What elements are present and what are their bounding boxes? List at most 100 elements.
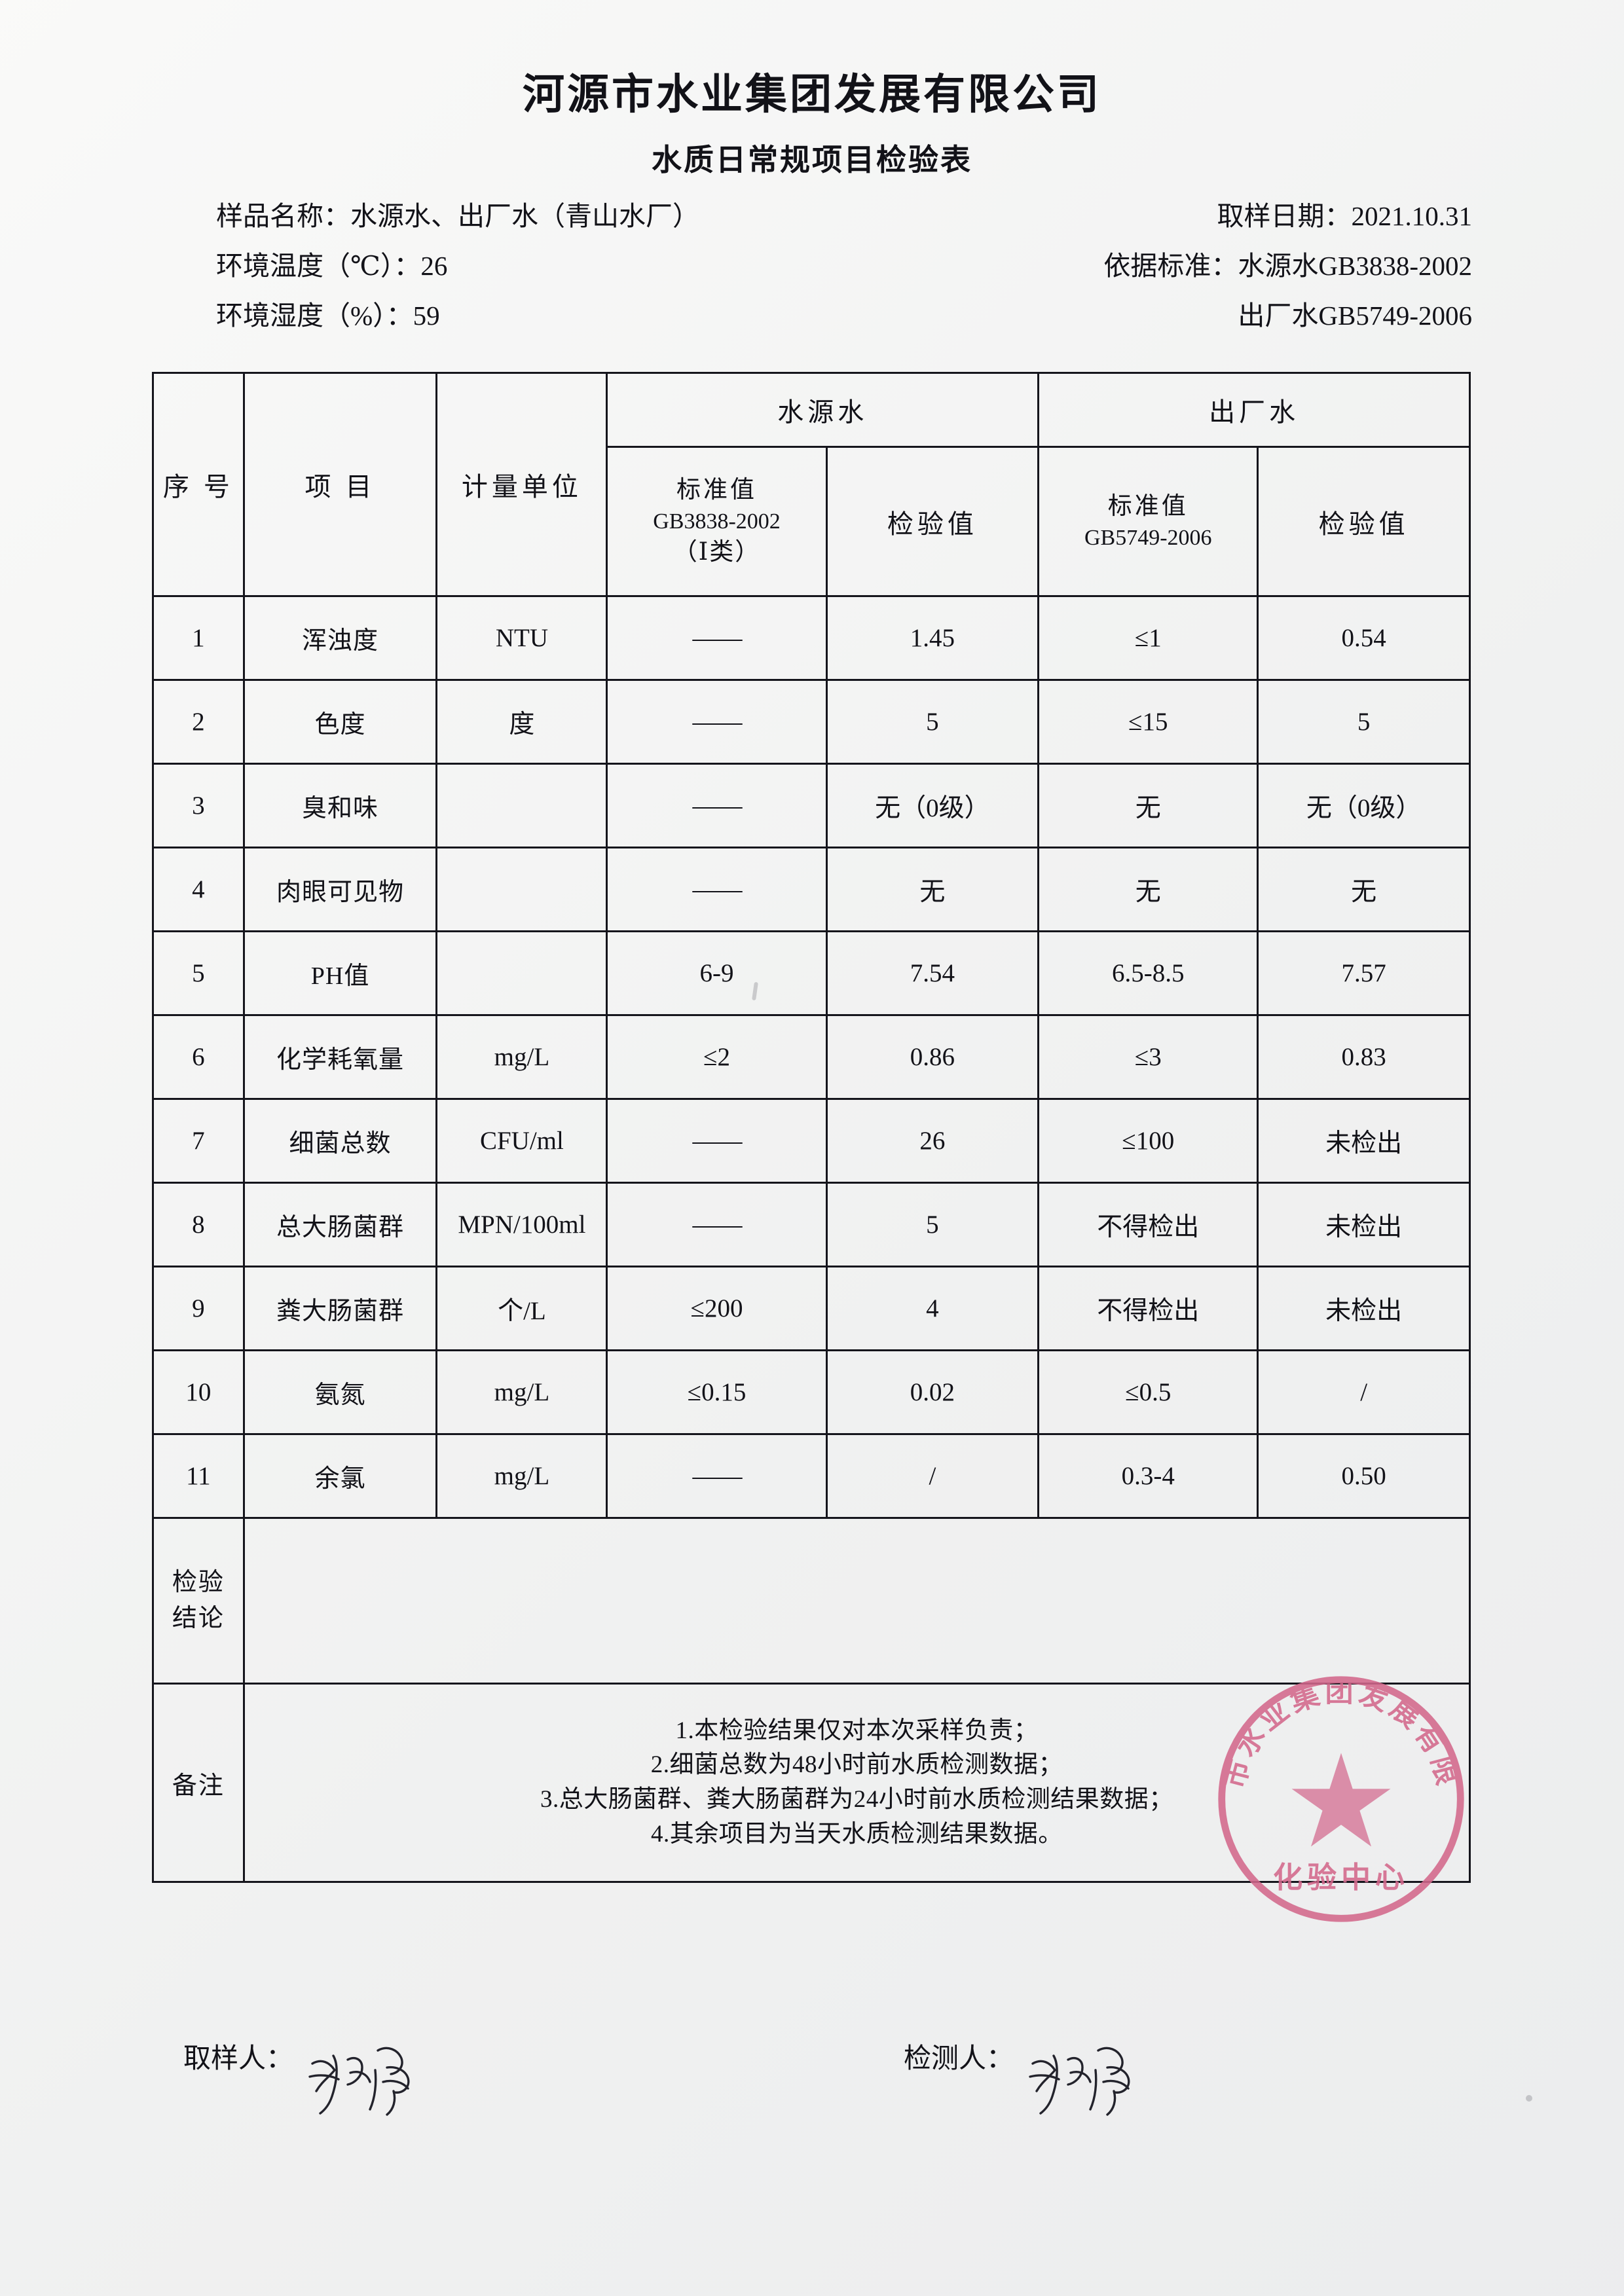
row-value-finished: 未检出 bbox=[1257, 1098, 1471, 1184]
row-unit: 度 bbox=[435, 679, 608, 765]
meta-row-temperature: 环境温度（℃）：26 依据标准：水源水GB3838-2002 bbox=[216, 253, 1472, 302]
water-quality-table: 序 号 项 目 计量单位 水源水 出厂水 标准值 GB3838-2002 （Ⅰ类… bbox=[152, 372, 1471, 1883]
row-unit: CFU/ml bbox=[435, 1098, 608, 1184]
row-unit bbox=[435, 847, 608, 932]
std-source-line1: 标准值 bbox=[676, 476, 757, 503]
tester-label: 检测人： bbox=[904, 2044, 1014, 2074]
row-item: 氨氮 bbox=[242, 1349, 438, 1435]
meta-row-humidity: 环境湿度（%）：59 出厂水GB5749-2006 bbox=[216, 302, 1472, 352]
row-item: 余氯 bbox=[242, 1433, 438, 1519]
row-std-source: —— bbox=[606, 763, 828, 848]
row-item: 细菌总数 bbox=[242, 1098, 438, 1184]
row-std-source: —— bbox=[606, 679, 828, 765]
table-row: 10 氨氮 mg/L ≤0.15 0.02 ≤0.5/ bbox=[152, 1349, 1471, 1435]
meta-header: 样品名称：水源水、出厂水（青山水厂） 取样日期：2021.10.31 环境温度（… bbox=[216, 203, 1472, 352]
signature-footer: 取样人： bbox=[183, 2036, 1467, 2167]
row-std-source: —— bbox=[606, 595, 828, 681]
row-item: 化学耗氧量 bbox=[242, 1014, 438, 1100]
row-no: 10 bbox=[152, 1349, 245, 1435]
table-body: 1 浑浊度 NTU —— 1.45 ≤1 0.54 2 色度度 —— 5 ≤15 5 3 臭和味 —— 无（0级… bbox=[152, 595, 1471, 1519]
title-block: 河源市水业集团发展有限公司 水质日常规项目检验表 bbox=[0, 71, 1624, 179]
table-row: 5 PH值 6-9 7.54 6.5-8.5 7.57 bbox=[152, 930, 1471, 1016]
standard-label-source: 依据标准：水源水GB3838-2002 bbox=[1103, 251, 1472, 281]
row-value-finished: 5 bbox=[1257, 679, 1471, 765]
row-value-source: / bbox=[825, 1433, 1040, 1519]
std-finished-line2: GB5749-2006 bbox=[1084, 525, 1212, 550]
col-header-no: 序 号 bbox=[152, 372, 245, 597]
row-value-source: 1.45 bbox=[825, 595, 1040, 681]
row-unit: NTU bbox=[435, 595, 608, 681]
row-value-finished: 0.83 bbox=[1257, 1014, 1471, 1100]
sampler-signature bbox=[304, 2036, 455, 2121]
conclusion-label-line1: 检验 bbox=[172, 1568, 225, 1596]
row-no: 6 bbox=[152, 1014, 245, 1100]
row-std-source: —— bbox=[606, 1098, 828, 1184]
conclusion-value bbox=[242, 1517, 1471, 1685]
row-std-finished: 无 bbox=[1037, 847, 1259, 932]
row-no: 2 bbox=[152, 679, 245, 765]
tester-block: 检测人： bbox=[904, 2036, 1175, 2121]
row-std-finished: ≤3 bbox=[1037, 1014, 1259, 1100]
notes-body: 1.本检验结果仅对本次采样负责； 2.细菌总数为48小时前水质检测数据； 3.总大肠… bbox=[242, 1683, 1471, 1883]
sample-name-label: 样品名称：水源水、出厂水（青山水厂） bbox=[216, 201, 699, 231]
row-value-finished: 未检出 bbox=[1257, 1266, 1471, 1351]
col-header-std-source: 标准值 GB3838-2002 （Ⅰ类） bbox=[606, 446, 828, 597]
temperature-label: 环境温度（℃）：26 bbox=[216, 251, 448, 281]
group-header-source-water: 水源水 bbox=[606, 372, 1040, 448]
row-value-finished: 0.50 bbox=[1257, 1433, 1471, 1519]
col-header-std-finished: 标准值 GB5749-2006 bbox=[1037, 446, 1259, 597]
std-source-line3: （Ⅰ类） bbox=[673, 539, 761, 566]
table-row: 9 粪大肠菌群 个/L ≤200 4 不得检出 未检出 bbox=[152, 1266, 1471, 1351]
row-value-finished: 0.54 bbox=[1257, 595, 1471, 681]
table-footer: 检验 结论 备注 1.本检验结果仅对本次采样负责； 2.细菌总数为48小时前水质检… bbox=[152, 1517, 1471, 1883]
row-std-finished: 6.5-8.5 bbox=[1037, 930, 1259, 1016]
row-value-finished: 7.57 bbox=[1257, 930, 1471, 1016]
row-value-source: 7.54 bbox=[825, 930, 1040, 1016]
sample-date-label: 取样日期：2021.10.31 bbox=[1217, 201, 1473, 231]
table-row: 1 浑浊度 NTU —— 1.45 ≤1 0.54 bbox=[152, 595, 1471, 681]
row-value-finished: 无 bbox=[1257, 847, 1471, 932]
row-value-source: 无（0级） bbox=[825, 763, 1040, 848]
row-no: 4 bbox=[152, 847, 245, 932]
scan-speck bbox=[1526, 2095, 1532, 2102]
row-std-finished: 不得检出 bbox=[1037, 1182, 1259, 1267]
row-value-finished: 无（0级） bbox=[1257, 763, 1471, 848]
row-std-finished: 不得检出 bbox=[1037, 1266, 1259, 1351]
row-no: 11 bbox=[152, 1433, 245, 1519]
row-no: 5 bbox=[152, 930, 245, 1016]
std-source-line2: GB3838-2002 bbox=[653, 509, 781, 534]
table-row: 4 肉眼可见物 —— 无无无 bbox=[152, 847, 1471, 932]
row-unit: mg/L bbox=[435, 1349, 608, 1435]
row-std-finished: 无 bbox=[1037, 763, 1259, 848]
page-title: 水质日常规项目检验表 bbox=[652, 143, 972, 177]
col-header-value-finished: 检验值 bbox=[1257, 446, 1471, 597]
table-row: 6 化学耗氧量 mg/L ≤2 0.86 ≤3 0.83 bbox=[152, 1014, 1471, 1100]
row-unit: mg/L bbox=[435, 1014, 608, 1100]
table-header-sub-row: 标准值 GB3838-2002 （Ⅰ类） 检验值 标准值 GB5749-2006… bbox=[153, 446, 1471, 597]
conclusion-label-line2: 结论 bbox=[172, 1605, 225, 1632]
row-item: 浑浊度 bbox=[242, 595, 438, 681]
row-std-source: —— bbox=[606, 1182, 828, 1267]
row-value-source: 0.86 bbox=[825, 1014, 1040, 1100]
row-item: 粪大肠菌群 bbox=[242, 1266, 438, 1351]
row-std-finished: 0.3-4 bbox=[1037, 1433, 1259, 1519]
row-std-source: ≤200 bbox=[606, 1266, 828, 1351]
row-value-source: 26 bbox=[825, 1098, 1040, 1184]
row-item: 肉眼可见物 bbox=[242, 847, 438, 932]
row-unit: 个/L bbox=[435, 1266, 608, 1351]
row-unit bbox=[435, 763, 608, 848]
standard-label-finished: 出厂水GB5749-2006 bbox=[1238, 301, 1472, 331]
table-row: 7 细菌总数 CFU/ml —— 26 ≤100 未检出 bbox=[152, 1098, 1471, 1184]
row-item: 总大肠菌群 bbox=[242, 1182, 438, 1267]
note-line: 3.总大肠菌群、粪大肠菌群为24小时前水质检测结果数据； bbox=[540, 1786, 1173, 1813]
row-std-finished: ≤15 bbox=[1037, 679, 1259, 765]
row-std-source: —— bbox=[606, 847, 828, 932]
row-std-finished: ≤0.5 bbox=[1037, 1349, 1259, 1435]
row-std-source: ≤2 bbox=[606, 1014, 828, 1100]
row-no: 7 bbox=[152, 1098, 245, 1184]
meta-row-sample: 样品名称：水源水、出厂水（青山水厂） 取样日期：2021.10.31 bbox=[216, 203, 1472, 253]
row-value-source: 无 bbox=[825, 847, 1040, 932]
table-row: 8 总大肠菌群 MPN/100ml —— 5 不得检出 未检出 bbox=[152, 1182, 1471, 1267]
row-no: 3 bbox=[152, 763, 245, 848]
